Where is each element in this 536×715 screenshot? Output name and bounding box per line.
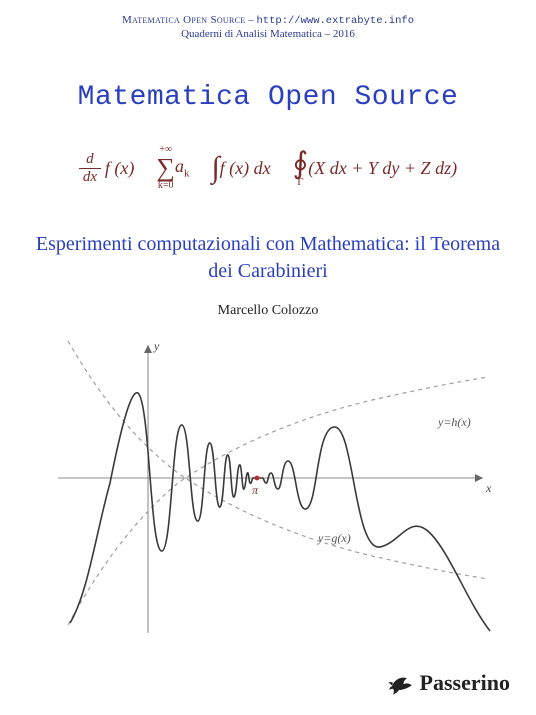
axis-x-label: x	[486, 481, 491, 496]
fraction: d dx	[79, 152, 101, 185]
author: Marcello Colozzo	[0, 303, 536, 319]
sigma: ∑	[156, 155, 175, 181]
header-dash: –	[245, 14, 256, 26]
oint-symbol: ∮	[293, 149, 309, 179]
header-url: http://www.extrabyte.info	[256, 15, 414, 27]
header-line1: Matematica Open Source – http://www.extr…	[0, 14, 536, 27]
g-label: y=g(x)	[318, 531, 351, 546]
header: Matematica Open Source – http://www.extr…	[0, 0, 536, 40]
frac-num: d	[86, 152, 94, 167]
sum-symbol: +∞ ∑ k=0	[156, 145, 175, 191]
formula-integral: ∫ f (x) dx	[211, 151, 270, 185]
formula-derivative: d dx f (x)	[79, 152, 134, 185]
subtitle: Esperimenti computazionali con Mathemati…	[0, 231, 536, 285]
sum-bot: k=0	[158, 181, 174, 191]
formula-oint: ∮ Γ (X dx + Y dy + Z dz)	[293, 149, 457, 188]
oint-wrap: ∮ Γ	[293, 149, 309, 188]
formula-row: d dx f (x) +∞ ∑ k=0 ak ∫ f (x) dx ∮ Γ (X…	[0, 145, 536, 191]
ak: ak	[175, 156, 190, 180]
f-of-x: f (x)	[105, 158, 134, 179]
ak-a: a	[175, 156, 184, 176]
int-symbol: ∫	[211, 151, 219, 185]
bird-icon	[386, 669, 414, 697]
oint-expr: (X dx + Y dy + Z dz)	[308, 158, 457, 179]
int-args: f (x) dx	[220, 158, 271, 179]
frac-den: dx	[83, 170, 97, 185]
chart: y x π y=h(x) y=g(x)	[38, 333, 498, 643]
formula-sum: +∞ ∑ k=0 ak	[156, 145, 189, 191]
pi-label: π	[252, 483, 258, 498]
header-line2: Quaderni di Analisi Matematica – 2016	[0, 28, 536, 40]
ak-sub: k	[184, 168, 190, 180]
h-label: y=h(x)	[438, 415, 471, 430]
page-title: Matematica Open Source	[0, 82, 536, 113]
publisher: Passerino	[386, 669, 510, 697]
axis-y-label: y	[154, 339, 159, 354]
brand-text: Matematica Open Source	[122, 14, 246, 26]
publisher-name: Passerino	[420, 670, 510, 696]
chart-svg	[38, 333, 498, 643]
